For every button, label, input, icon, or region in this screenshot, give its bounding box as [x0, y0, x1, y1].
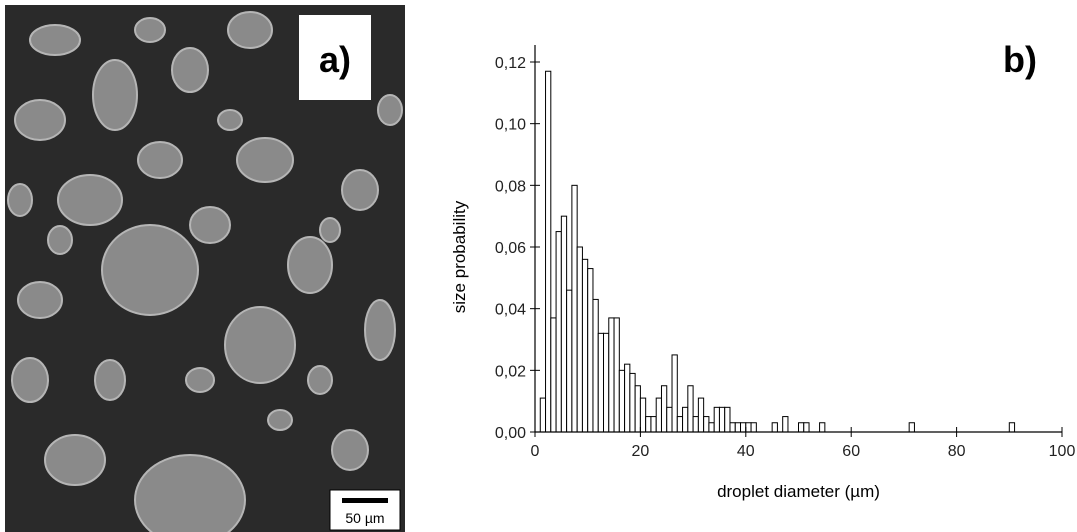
bar — [676, 416, 684, 433]
sem-image: a) 50 µm — [5, 5, 405, 532]
bar — [724, 406, 731, 433]
y-tick-label: 0,06 — [495, 240, 526, 257]
x-tick-label: 40 — [737, 443, 755, 460]
y-tick-label: 0,04 — [495, 302, 526, 319]
bar — [660, 385, 668, 433]
bar — [803, 422, 810, 433]
x-tick-label: 60 — [842, 443, 860, 460]
bar — [718, 406, 726, 433]
y-tick-label: 0,12 — [495, 55, 526, 72]
scale-bar-box — [329, 489, 401, 531]
bar — [697, 397, 705, 433]
bar — [581, 258, 589, 433]
bar — [576, 246, 583, 433]
bar — [624, 363, 631, 433]
bar — [713, 406, 720, 433]
bar — [603, 332, 610, 433]
bar — [629, 372, 636, 433]
particles — [7, 11, 403, 532]
bar — [682, 406, 689, 433]
bar — [745, 422, 752, 433]
bar — [708, 422, 715, 433]
bar — [650, 416, 657, 433]
histogram: 0,00 0,02 0,04 0,06 0,08 0,10 0,12 0 20 40 60 80 100… — [450, 39, 1075, 501]
bar — [639, 397, 647, 433]
bar — [618, 369, 626, 433]
y-axis-title: size probability — [450, 200, 469, 313]
bar — [592, 298, 599, 433]
x-tick-label: 0 — [531, 443, 540, 460]
bar — [692, 416, 699, 433]
bar — [908, 422, 915, 433]
bar — [1008, 422, 1016, 433]
bar — [655, 397, 662, 433]
bar — [819, 422, 826, 433]
bar — [545, 70, 552, 433]
x-tick-label: 80 — [948, 443, 966, 460]
bar — [771, 422, 778, 433]
bar — [782, 416, 789, 433]
bar — [729, 422, 736, 433]
bar — [634, 385, 641, 433]
y-tick-label: 0,10 — [495, 117, 526, 134]
x-axis-title: droplet diameter (µm) — [717, 482, 880, 501]
label-box — [299, 15, 371, 100]
bar — [566, 289, 573, 433]
bar — [597, 332, 605, 433]
bar — [608, 317, 615, 433]
bar — [671, 354, 678, 433]
bar — [550, 317, 557, 433]
bar — [539, 397, 547, 433]
bar — [798, 422, 805, 433]
bar — [687, 385, 694, 433]
bar — [750, 422, 757, 433]
bar — [587, 268, 594, 433]
bar — [613, 317, 620, 433]
y-tick-label: 0,08 — [495, 178, 526, 195]
panel-label: b) — [1003, 39, 1037, 80]
bar — [703, 416, 710, 433]
scale-bar — [342, 498, 388, 503]
bar — [740, 422, 747, 433]
bar — [571, 184, 578, 433]
x-tick-label: 100 — [1049, 443, 1076, 460]
y-tick-label: 0,02 — [495, 363, 526, 380]
x-tick-label: 20 — [632, 443, 650, 460]
panel-label: a) — [319, 39, 351, 80]
scale-bar-label: 50 µm — [345, 510, 384, 526]
y-tick-label: 0,00 — [495, 425, 526, 442]
bar — [734, 422, 742, 433]
bar — [645, 416, 652, 433]
bar — [555, 231, 562, 433]
bar — [666, 406, 673, 433]
bar — [560, 215, 568, 433]
